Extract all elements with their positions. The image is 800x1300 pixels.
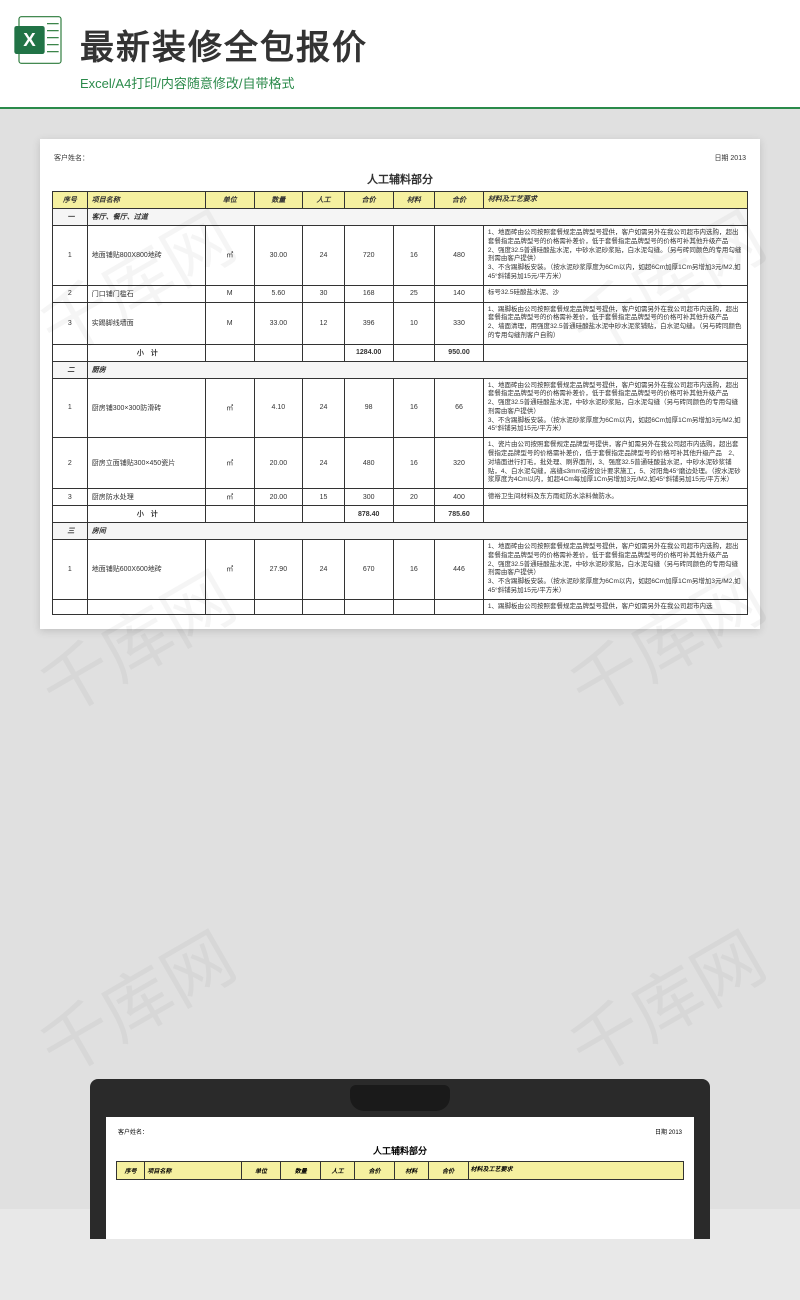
customer-label: 客户姓名： xyxy=(54,153,89,163)
section-header-row: 一客厅、餐厅、过道 xyxy=(53,209,748,226)
page-title: 最新装修全包报价 xyxy=(80,20,785,69)
watermark: 千库网 xyxy=(549,903,781,1095)
clipboard-preview: 客户姓名： 日期 2013 人工辅料部分 序号 项目名称 单位 数量 人工 合价… xyxy=(90,1079,710,1239)
sheet-title: 人工辅料部分 xyxy=(52,167,748,191)
page-subtitle: Excel/A4打印/内容随意修改/自带格式 xyxy=(80,73,785,92)
col-desc: 材料及工艺要求 xyxy=(483,192,747,209)
section-header-row: 二厨房 xyxy=(53,361,748,378)
col-seq: 序号 xyxy=(53,192,88,209)
section-header-row: 三房间 xyxy=(53,523,748,540)
table-row: 1、踢脚板由公司按照套餐规定品牌型号提供，客户如需另外在我公司超市内选 xyxy=(53,599,748,615)
paper-container: 千库网 千库网 千库网 千库网 千库网 千库网 客户姓名： 日期 2013 人工… xyxy=(0,109,800,1209)
table-row: 1地面铺贴800X800地砖㎡30.0024720164801、地面砖由公司按照… xyxy=(53,226,748,286)
table-row: 2门口铺门槛石M5.603016825140标号32.5硅酸盐水泥、沙 xyxy=(53,285,748,302)
table-row: 1厨房铺300×300防滑砖㎡4.10249816661、地面砖由公司按照套餐规… xyxy=(53,378,748,438)
subtotal-row: 小 计878.40785.60 xyxy=(53,506,748,523)
col-name: 项目名称 xyxy=(87,192,205,209)
table-row: 3厨房防水处理㎡20.001530020400德裕卫生间材料及东方雨虹防水涂料做… xyxy=(53,489,748,506)
col-sub1: 合价 xyxy=(344,192,393,209)
col-sub2: 合价 xyxy=(435,192,484,209)
app-header: X 最新装修全包报价 Excel/A4打印/内容随意修改/自带格式 xyxy=(0,0,800,109)
date-label: 日期 2013 xyxy=(714,153,746,163)
watermark: 千库网 xyxy=(19,903,251,1095)
spreadsheet-paper: 客户姓名： 日期 2013 人工辅料部分 序号 项目名称 单位 数量 人工 合价… xyxy=(40,139,760,629)
clipboard-clasp xyxy=(350,1085,450,1111)
table-row: 3实踢脚线墙面M33.0012396103301、踢脚板由公司按照套餐规定品牌型… xyxy=(53,302,748,344)
col-qty: 数量 xyxy=(254,192,303,209)
svg-text:X: X xyxy=(23,29,36,50)
col-mat: 材料 xyxy=(393,192,435,209)
col-unit: 单位 xyxy=(205,192,254,209)
excel-icon: X xyxy=(12,12,68,68)
table-header-row: 序号 项目名称 单位 数量 人工 合价 材料 合价 材料及工艺要求 xyxy=(53,192,748,209)
col-labor: 人工 xyxy=(303,192,345,209)
table-row: 1地面铺贴600X600地砖㎡27.9024670164461、地面砖由公司按照… xyxy=(53,540,748,600)
table-row: 2厨房立面铺贴300×450瓷片㎡20.0024480163201、瓷片由公司按… xyxy=(53,438,748,489)
subtotal-row: 小 计1284.00950.00 xyxy=(53,344,748,361)
quote-table: 序号 项目名称 单位 数量 人工 合价 材料 合价 材料及工艺要求 一客厅、餐厅… xyxy=(52,191,748,615)
